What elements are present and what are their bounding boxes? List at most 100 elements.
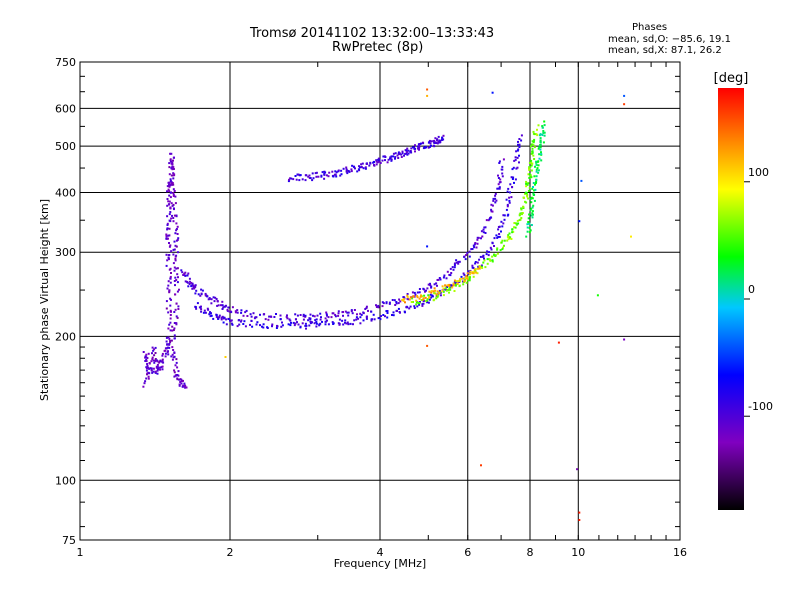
echo-point — [430, 290, 433, 293]
echo-point — [418, 288, 421, 290]
echo-point — [526, 183, 529, 186]
echo-point — [362, 319, 365, 322]
echo-point — [451, 266, 454, 269]
echo-point — [180, 378, 183, 381]
echo-point — [179, 381, 182, 383]
echo-point — [503, 244, 505, 247]
echo-point — [285, 315, 288, 318]
echo-point — [439, 294, 442, 297]
echo-point — [152, 359, 155, 362]
echo-point — [386, 316, 389, 319]
echo-point — [425, 289, 427, 292]
echo-point — [327, 316, 330, 319]
echo-point — [535, 175, 538, 178]
echo-point — [382, 314, 385, 316]
echo-point — [430, 286, 433, 289]
echo-point — [169, 244, 172, 247]
echo-point — [345, 166, 348, 169]
echo-point — [464, 278, 466, 281]
echo-point — [170, 339, 173, 342]
echo-point — [307, 175, 310, 178]
echo-point — [441, 136, 444, 139]
echo-point — [495, 199, 498, 202]
echo-point — [176, 281, 179, 284]
echo-point — [174, 259, 177, 262]
echo-point — [208, 297, 211, 300]
echo-point — [168, 181, 171, 184]
echo-point — [354, 167, 356, 170]
echo-point — [236, 311, 239, 314]
echo-point — [178, 378, 181, 381]
echo-point — [497, 183, 500, 186]
echo-point — [171, 325, 174, 328]
echo-point — [497, 228, 500, 231]
echo-point — [173, 240, 176, 243]
echo-point — [346, 311, 349, 314]
echo-point — [474, 242, 477, 244]
outlier-point — [578, 519, 581, 521]
echo-point — [348, 170, 351, 173]
echo-point — [165, 300, 168, 303]
echo-point — [468, 250, 471, 253]
echo-point — [170, 181, 173, 184]
echo-point — [168, 183, 171, 186]
echo-point — [352, 323, 354, 326]
echo-point — [433, 139, 436, 142]
echo-point — [439, 141, 442, 144]
echo-point — [174, 374, 177, 377]
echo-point — [187, 272, 190, 275]
echo-point — [209, 315, 212, 318]
echo-point — [359, 312, 362, 315]
echo-point — [269, 315, 272, 318]
echo-point — [514, 158, 517, 161]
echo-point — [259, 313, 261, 316]
echo-point — [173, 266, 176, 269]
echo-point — [444, 287, 447, 290]
echo-point — [406, 294, 409, 297]
echo-point — [350, 170, 353, 173]
echo-point — [171, 204, 174, 207]
echo-point — [381, 301, 384, 304]
echo-point — [524, 192, 526, 195]
echo-point — [420, 142, 422, 145]
echo-point — [430, 140, 433, 143]
echo-point — [169, 329, 172, 332]
echo-point — [188, 280, 191, 283]
echo-point — [236, 325, 239, 328]
echo-point — [435, 297, 438, 300]
echo-point — [483, 259, 486, 262]
echo-point — [452, 282, 455, 285]
echo-point — [428, 290, 431, 293]
echo-point — [245, 309, 248, 312]
echo-point — [253, 317, 256, 320]
echo-point — [532, 186, 534, 188]
echo-point — [309, 317, 312, 320]
echo-point — [425, 146, 428, 148]
echo-point — [172, 168, 175, 170]
echo-point — [148, 362, 151, 365]
echo-point — [314, 319, 317, 322]
echo-point — [171, 214, 173, 217]
echo-point — [173, 375, 176, 378]
echo-point — [398, 153, 401, 156]
echo-point — [483, 257, 485, 260]
echo-point — [460, 275, 463, 278]
echo-point — [438, 289, 441, 292]
echo-point — [183, 272, 186, 275]
echo-point — [531, 212, 534, 215]
echo-point — [497, 177, 500, 179]
echo-point — [416, 305, 419, 308]
echo-point — [292, 321, 295, 324]
echo-point — [170, 202, 173, 205]
echo-point — [392, 155, 395, 158]
echo-point — [531, 187, 534, 190]
echo-point — [236, 309, 239, 312]
echo-point — [543, 120, 546, 123]
echo-point — [167, 353, 170, 356]
echo-point — [145, 377, 148, 380]
echo-point — [262, 326, 265, 329]
echo-point — [174, 232, 177, 235]
echo-point — [458, 284, 461, 287]
echo-point — [404, 311, 406, 314]
echo-point — [325, 311, 328, 314]
